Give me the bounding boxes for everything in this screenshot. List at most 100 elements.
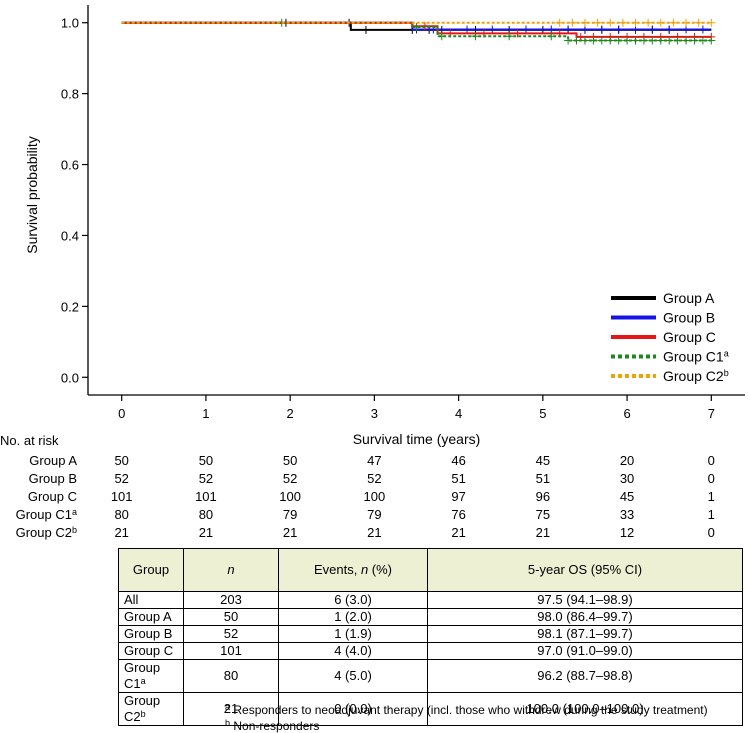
- censor-mark: [707, 18, 716, 27]
- y-tick-label: 0.2: [61, 299, 79, 314]
- risk-value: 21: [535, 525, 551, 540]
- risk-row-label: Group C1a: [15, 507, 77, 522]
- risk-value: 97: [451, 489, 466, 504]
- censor-mark: [488, 25, 497, 34]
- legend-label: Group A: [663, 290, 715, 306]
- censor-mark: [568, 18, 577, 27]
- risk-value: 52: [367, 471, 382, 486]
- risk-value: 21: [282, 525, 298, 540]
- legend-label: Group B: [663, 310, 715, 326]
- censor-mark: [547, 25, 556, 34]
- cell-group: Group B: [118, 625, 184, 643]
- cell-n: 203: [183, 591, 279, 609]
- cell-events: 0 (0.0): [278, 692, 428, 726]
- risk-row-label: Group C: [27, 489, 77, 504]
- risk-value: 21: [198, 525, 214, 540]
- x-tick-label: 1: [202, 406, 209, 421]
- footnote-b-text: Non-responders: [230, 719, 320, 733]
- censor-mark: [589, 36, 598, 45]
- risk-value: 1: [707, 489, 715, 504]
- censor-mark: [631, 18, 640, 27]
- footnote-b: b Non-responders: [225, 719, 319, 733]
- censor-mark: [639, 36, 648, 45]
- censor-mark: [656, 18, 665, 27]
- cell-group: Group C1a: [118, 659, 184, 693]
- cell-os: 96.2 (88.7–98.8): [427, 659, 743, 693]
- risk-value: 0: [707, 471, 715, 486]
- censor-mark: [644, 18, 653, 27]
- os-table-row: Group C 101 4 (4.0) 97.0 (91.0–99.0): [118, 642, 743, 660]
- os-table-row: Group C1a 80 4 (5.0) 96.2 (88.7–98.8): [118, 659, 743, 693]
- cell-os: 100.0 (100.0–100.0): [427, 692, 743, 726]
- header-n-text: n: [227, 562, 235, 577]
- risk-value: 45: [535, 453, 551, 468]
- risk-value: 51: [535, 471, 551, 486]
- censor-mark: [648, 25, 657, 34]
- cell-group: Group C: [118, 642, 184, 660]
- header-events-n: n: [360, 562, 369, 577]
- y-tick-label: 0.8: [61, 87, 79, 102]
- cell-events: 4 (5.0): [278, 659, 428, 693]
- risk-value: 45: [619, 489, 635, 504]
- os-table-row: Group A 50 1 (2.0) 98.0 (86.4–99.7): [118, 608, 743, 626]
- censor-mark: [597, 36, 606, 45]
- y-tick-label: 0.4: [61, 228, 79, 243]
- cell-n: 52: [183, 625, 279, 643]
- risk-value: 50: [114, 453, 129, 468]
- survival-plot: 0.0 0.2 0.4 0.6 0.8 1.0 0 1 2 3 4 5 6 7 Survival time …: [24, 5, 745, 447]
- censor-mark: [580, 18, 589, 27]
- risk-value: 33: [619, 507, 635, 522]
- censor-mark: [698, 25, 707, 34]
- y-tick-label: 0.6: [61, 158, 79, 173]
- censor-mark: [412, 22, 421, 31]
- x-tick-label: 5: [539, 406, 546, 421]
- censor-mark: [597, 25, 606, 34]
- censor-mark: [682, 25, 691, 34]
- footnote-a-mark: a: [225, 702, 231, 712]
- risk-row-label: Group B: [28, 471, 77, 486]
- censor-mark: [555, 18, 564, 27]
- censor-mark: [669, 18, 678, 27]
- censor-mark: [564, 36, 573, 45]
- risk-value: 80: [198, 507, 214, 522]
- censor-mark: [593, 18, 602, 27]
- risk-row-label: Group A: [29, 453, 77, 468]
- cell-os: 98.0 (86.4–99.7): [427, 608, 743, 626]
- censor-mark: [707, 36, 716, 45]
- risk-value: 79: [367, 507, 382, 522]
- risk-value: 52: [114, 471, 129, 486]
- censor-mark: [673, 36, 682, 45]
- os-summary-table: Group n Events, n (%) 5-year OS (95% CI)…: [118, 548, 743, 726]
- cell-events: 1 (2.0): [278, 608, 428, 626]
- cell-os: 98.1 (87.1–99.7): [427, 625, 743, 643]
- censor-mark: [656, 36, 665, 45]
- risk-value: 0: [707, 453, 715, 468]
- cell-group: All: [118, 591, 184, 609]
- risk-value: 100: [279, 489, 301, 504]
- os-table-row: Group C2b 21 0 (0.0) 100.0 (100.0–100.0): [118, 692, 743, 726]
- header-events-base: Events,: [313, 562, 361, 577]
- risk-value: 96: [535, 489, 551, 504]
- censor-mark: [631, 36, 640, 45]
- risk-value: 1: [707, 507, 715, 522]
- risk-value: 79: [282, 507, 298, 522]
- risk-value: 20: [619, 453, 635, 468]
- censor-mark: [631, 25, 640, 34]
- risk-value: 0: [707, 525, 715, 540]
- cell-n: 80: [183, 659, 279, 693]
- legend-label: Group C1a: [663, 349, 729, 365]
- risk-value: 21: [114, 525, 129, 540]
- censor-mark: [665, 25, 674, 34]
- risk-row-label: Group C2b: [15, 525, 77, 540]
- risk-value: 21: [451, 525, 466, 540]
- risk-value: 52: [198, 471, 214, 486]
- x-tick-label: 3: [371, 406, 378, 421]
- os-table-header-row: Group n Events, n (%) 5-year OS (95% CI): [118, 548, 743, 592]
- x-tick-label: 6: [623, 406, 630, 421]
- risk-value: 80: [114, 507, 129, 522]
- risk-value: 51: [451, 471, 466, 486]
- censor-mark: [463, 25, 472, 34]
- y-tick-label: 1.0: [61, 16, 79, 31]
- header-n: n: [183, 548, 279, 592]
- x-tick-label: 0: [118, 406, 125, 421]
